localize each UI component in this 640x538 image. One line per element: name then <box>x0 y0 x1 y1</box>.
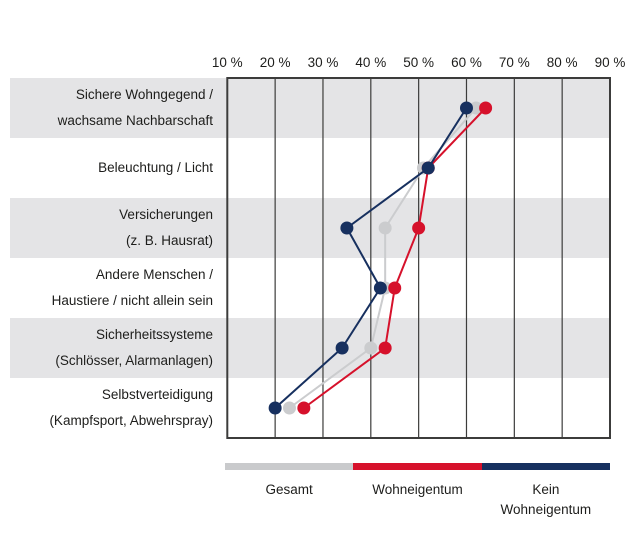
x-tick-label: 20 % <box>259 55 291 70</box>
category-label-line: Andere Menschen / <box>95 267 213 282</box>
data-point-kein-wohneigentum <box>340 221 354 235</box>
category-label: Beleuchtung / Licht <box>98 155 213 181</box>
data-point-kein-wohneigentum <box>459 101 473 115</box>
category-label: Sicherheitssysteme (Schlösser, Alarmanlag… <box>55 322 213 374</box>
data-point-wohneigentum <box>388 281 402 295</box>
category-label-line: Beleuchtung / Licht <box>98 160 213 175</box>
category-label: Selbstverteidigung (Kampfsport, Abwehrspr… <box>49 382 213 434</box>
x-tick-label: 50 % <box>403 55 435 70</box>
legend-swatch-kein-wohneigentum <box>481 463 610 470</box>
series-line-wohneigentum <box>303 107 487 409</box>
legend-label-line: Wohneigentum <box>500 502 592 517</box>
legend-swatch-gesamt <box>225 463 354 470</box>
category-label: Versicherungen (z. B. Hausrat) <box>119 202 213 254</box>
category-label-line: (Schlösser, Alarmanlagen) <box>55 353 213 368</box>
series-line-gesamt <box>288 107 477 409</box>
category-label-line: Sichere Wohngegend / <box>75 87 213 102</box>
series-line-kein-wohneigentum <box>274 107 468 409</box>
legend-label: Kein Wohneigentum <box>501 480 592 520</box>
x-tick-label: 40 % <box>355 55 387 70</box>
x-tick-label: 60 % <box>451 55 482 70</box>
legend-label: Wohneigentum <box>372 480 463 500</box>
data-point-wohneigentum <box>378 341 392 355</box>
data-point-wohneigentum <box>297 401 311 415</box>
data-point-gesamt <box>282 401 296 415</box>
category-label-line: Sicherheitssysteme <box>95 327 213 342</box>
legend-label-line: Gesamt <box>265 482 313 497</box>
data-point-wohneigentum <box>412 221 426 235</box>
plot-band <box>10 78 610 138</box>
category-label-line: (Kampfsport, Abwehrspray) <box>49 413 213 428</box>
category-label-line: wachsame Nachbarschaft <box>57 113 213 128</box>
x-tick-label: 70 % <box>498 55 530 70</box>
plot-band <box>10 318 610 378</box>
legend-label: Gesamt <box>266 480 313 500</box>
category-label: Andere Menschen / Haustiere / nicht allei… <box>52 262 213 314</box>
data-point-gesamt <box>364 341 378 355</box>
data-point-kein-wohneigentum <box>335 341 349 355</box>
data-point-kein-wohneigentum <box>268 401 282 415</box>
data-point-kein-wohneigentum <box>421 161 435 175</box>
legend-swatch-wohneigentum <box>353 463 482 470</box>
legend-label-line: Kein <box>532 482 560 497</box>
data-point-kein-wohneigentum <box>373 281 387 295</box>
data-point-gesamt <box>469 101 483 115</box>
x-tick-label: 90 % <box>594 55 626 70</box>
legend-label-line: Wohneigentum <box>372 482 463 497</box>
category-label-line: Haustiere / nicht allein sein <box>51 293 213 308</box>
plot-border <box>226 77 612 439</box>
x-tick-label: 10 % <box>211 55 243 70</box>
data-point-wohneigentum <box>479 101 493 115</box>
category-label-line: (z. B. Hausrat) <box>125 233 213 248</box>
category-label: Sichere Wohngegend / wachsame Nachbarscha… <box>58 82 213 134</box>
category-label-line: Versicherungen <box>119 207 213 222</box>
plot-band <box>10 198 610 258</box>
x-tick-label: 80 % <box>546 55 578 70</box>
x-tick-label: 30 % <box>307 55 339 70</box>
category-label-line: Selbstverteidigung <box>101 387 213 402</box>
data-point-gesamt <box>378 221 392 235</box>
